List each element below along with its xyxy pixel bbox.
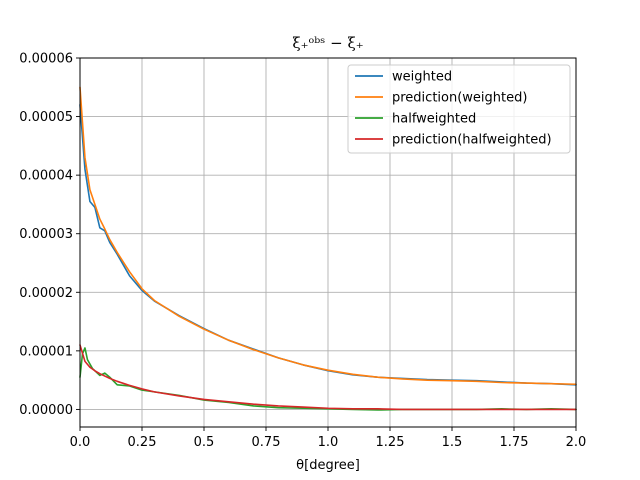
series-layer xyxy=(79,86,577,411)
chart-title: ξ₊ᵒᵇˢ − ξ₊ xyxy=(292,34,363,52)
y-tick-label: 0.00005 xyxy=(19,110,73,125)
legend-label-prediction-halfweighted: prediction(halfweighted) xyxy=(392,133,552,148)
series-line-prediction-halfweighted xyxy=(79,344,577,411)
x-tick-label: 1.5 xyxy=(442,435,463,450)
y-tick-label: 0.00002 xyxy=(19,286,73,301)
legend-label-prediction-weighted: prediction(weighted) xyxy=(392,91,527,106)
x-tick-label: 1.0 xyxy=(318,435,339,450)
y-tick-label: 0.00006 xyxy=(19,52,73,67)
x-tick-label: 1.75 xyxy=(500,435,529,450)
legend-box xyxy=(347,64,571,154)
y-tick-label: 0.00003 xyxy=(19,227,73,242)
series-line-prediction-weighted xyxy=(79,86,577,386)
legend-label-weighted: weighted xyxy=(392,70,452,85)
legend: weighted prediction(weighted) halfweighted… xyxy=(347,64,571,154)
legend-label-halfweighted: halfweighted xyxy=(392,112,476,127)
x-tick-label: 0.0 xyxy=(70,435,91,450)
tick-layer: 0.0 0.25 0.5 0.75 1.0 1.25 1.5 1.75 2.0 0.00000 0.… xyxy=(19,52,586,451)
x-tick-label: 0.5 xyxy=(194,435,215,450)
y-tick-label: 0.00004 xyxy=(19,169,73,184)
y-tick-label: 0.00000 xyxy=(19,403,73,418)
x-tick-label: 2.0 xyxy=(566,435,587,450)
x-tick-label: 1.25 xyxy=(376,435,405,450)
x-tick-label: 0.75 xyxy=(252,435,281,450)
x-tick-label: 0.25 xyxy=(128,435,157,450)
x-axis-label: θ[degree] xyxy=(296,458,360,473)
y-tick-label: 0.00001 xyxy=(19,344,73,359)
